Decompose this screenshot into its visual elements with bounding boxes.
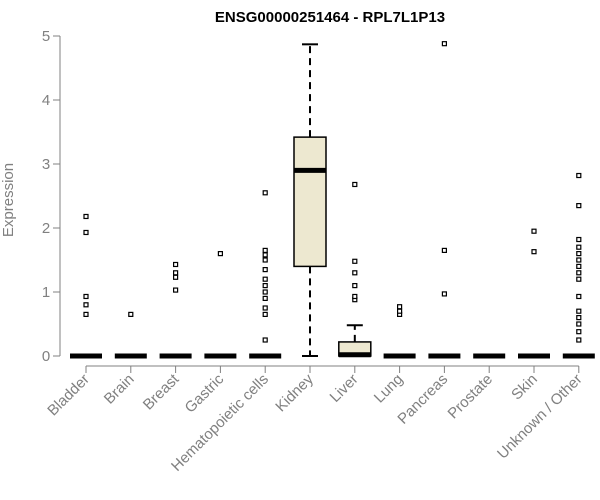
y-axis: 0 1 2 3 4 5	[42, 28, 61, 365]
x-tick-label: Breast	[140, 370, 183, 413]
outlier-point	[441, 41, 447, 47]
y-tick-label: 4	[42, 92, 50, 109]
x-tick-label: Kidney	[272, 370, 317, 415]
outlier-point	[262, 337, 268, 343]
y-tick-label: 0	[42, 348, 50, 365]
box-pancreas	[428, 41, 461, 359]
plot-area	[70, 41, 595, 359]
y-tick-label: 3	[42, 156, 50, 173]
box-body	[293, 136, 327, 268]
outlier-point	[262, 311, 268, 317]
outlier-point	[262, 289, 268, 295]
box-breast	[159, 261, 192, 359]
box-brain	[114, 311, 147, 359]
outlier-point	[83, 293, 89, 300]
outlier-point	[173, 261, 179, 268]
outlier-point	[576, 203, 582, 209]
outlier-point	[352, 181, 358, 188]
outlier-point	[576, 337, 582, 343]
outlier-point	[576, 257, 582, 263]
outlier-point	[352, 293, 358, 300]
box-hematopoietic-cells	[249, 190, 282, 359]
outlier-point	[262, 252, 268, 258]
box-bladder	[70, 213, 102, 359]
outlier-point	[576, 321, 582, 327]
x-tick-label: Liver	[327, 371, 362, 406]
outlier-point	[397, 304, 403, 310]
box-lung	[383, 304, 416, 359]
outlier-point	[576, 263, 582, 269]
outlier-point	[262, 247, 268, 253]
outlier-point	[262, 190, 268, 196]
outlier-point	[173, 287, 179, 293]
outlier-point	[83, 213, 89, 220]
outlier-point	[576, 293, 582, 300]
outlier-point	[83, 229, 89, 236]
box-skin	[518, 228, 550, 359]
outlier-point	[173, 270, 179, 276]
outlier-point	[576, 244, 582, 250]
outlier-point	[217, 251, 223, 257]
outlier-point	[83, 302, 89, 308]
outlier-point	[576, 329, 582, 335]
outlier-point	[262, 276, 268, 282]
outlier-point	[83, 311, 89, 317]
outlier-point	[262, 305, 268, 311]
outlier-point	[262, 267, 268, 273]
y-tick-label: 5	[42, 28, 50, 45]
x-tick-label: Unknown / Other	[494, 371, 586, 463]
outlier-point	[262, 295, 268, 301]
box-liver	[338, 181, 372, 358]
outlier-point	[128, 311, 134, 317]
chart-title: ENSG00000251464 - RPL7L1P13	[215, 9, 445, 26]
outlier-point	[441, 247, 447, 253]
box-unknown-other	[562, 172, 595, 359]
outlier-point	[173, 274, 179, 280]
x-tick-label: Skin	[508, 371, 541, 404]
x-tick-label: Lung	[371, 371, 407, 407]
x-tick-label: Bladder	[44, 371, 93, 420]
outlier-point	[262, 283, 268, 289]
outlier-point	[576, 308, 582, 314]
outlier-point	[576, 172, 582, 179]
x-tick-label: Prostate	[444, 371, 496, 423]
y-axis-label: Expression	[0, 163, 17, 237]
box-gastric	[204, 251, 237, 359]
outlier-point	[576, 315, 582, 321]
outlier-point	[576, 236, 582, 243]
outlier-point	[352, 270, 358, 276]
x-tick-label: Brain	[101, 371, 138, 408]
y-tick-label: 1	[42, 284, 50, 301]
outlier-point	[576, 251, 582, 257]
outlier-point	[262, 257, 268, 263]
outlier-point	[441, 291, 447, 297]
outlier-point	[352, 258, 358, 264]
outlier-point	[352, 283, 358, 289]
outlier-point	[531, 249, 537, 255]
y-tick-label: 2	[42, 220, 50, 237]
outlier-point	[576, 270, 582, 276]
outlier-point	[531, 228, 537, 234]
outlier-point	[576, 276, 582, 282]
outlier-point	[397, 308, 403, 314]
box-kidney	[293, 43, 327, 357]
